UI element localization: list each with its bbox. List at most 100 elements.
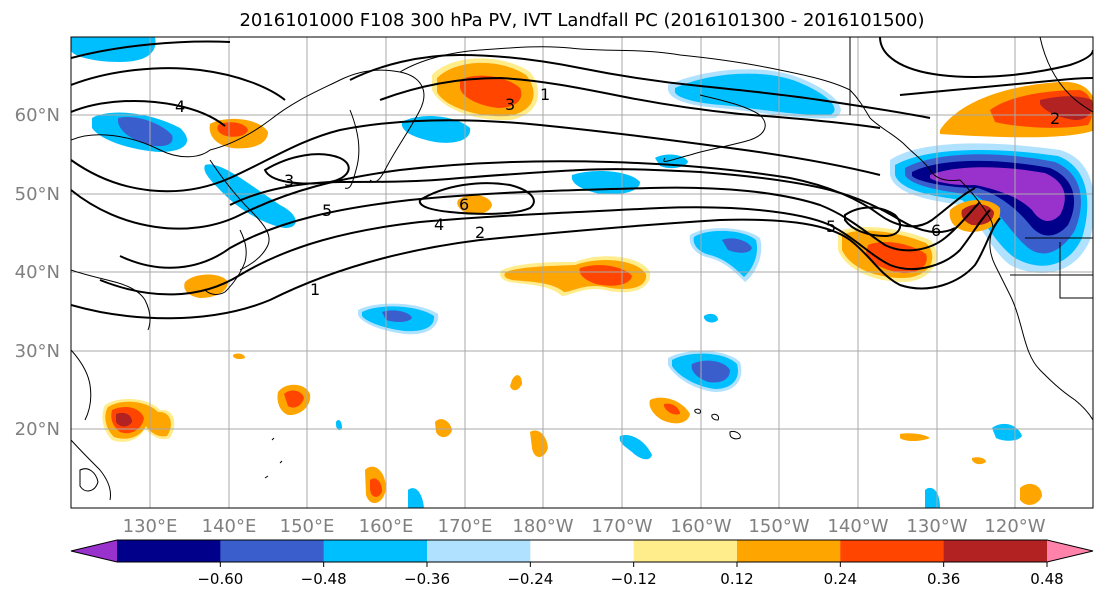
- pos-anomaly-130w-dark: [961, 204, 994, 226]
- colorbar-swatch: [323, 540, 428, 562]
- colorbar-segments: [70, 539, 1094, 563]
- pos-anomaly-175w-red: [579, 265, 632, 286]
- pv-contour-3: [119, 186, 981, 269]
- colorbar-tick-label: 0.12: [720, 570, 753, 588]
- colorbar: −0.60 −0.48 −0.36 −0.24 −0.12 0.12 0.24 0.36 0.4…: [70, 539, 1094, 588]
- coastlines: [71, 37, 1093, 501]
- contour-label: 1: [540, 85, 550, 104]
- lat-label: 40°N: [15, 262, 60, 283]
- colorbar-tick-label: −0.24: [507, 570, 553, 588]
- colorbar-outline: [70, 539, 1094, 563]
- map-frame: [70, 36, 1094, 509]
- colorbar-tick-label: −0.60: [197, 570, 243, 588]
- pos-anomaly-small6: [1020, 483, 1042, 505]
- neg-anomaly-160e-blue: [382, 310, 412, 323]
- pos-anomaly-small1: [435, 419, 452, 438]
- pv-contour-7: [349, 53, 931, 119]
- colorbar-swatch: [530, 540, 635, 562]
- neg-anomaly-small4: [408, 488, 424, 508]
- colorbar-swatch: [427, 540, 531, 562]
- colorbar-swatch: [220, 540, 325, 562]
- neg-anomaly-siberia-blue: [118, 116, 173, 147]
- contour-label: 2: [475, 223, 485, 242]
- lon-label: 140°W: [827, 516, 888, 537]
- pv-contour-11: [879, 37, 1093, 78]
- pv-contour-2: [99, 206, 991, 296]
- lat-label: 30°N: [15, 341, 60, 362]
- pv-contour-16: [844, 206, 902, 238]
- pos-anomaly-small8: [972, 457, 986, 465]
- lat-label: 60°N: [15, 105, 60, 126]
- contour-label: 6: [931, 221, 941, 240]
- colorbar-swatch: [737, 540, 841, 562]
- pv-contour-9: [418, 182, 535, 215]
- pv-contour-5: [71, 119, 881, 193]
- neg-anomaly-160w-blue: [722, 238, 752, 253]
- pv-contour-8: [379, 76, 881, 129]
- lon-label: 160°E: [359, 516, 414, 537]
- pv-contour-1: [71, 217, 1001, 320]
- lat-label: 50°N: [15, 184, 60, 205]
- pos-anomaly-philippine-dark: [116, 412, 132, 427]
- colorbar-swatch: [943, 540, 1048, 562]
- pv-contour-14: [71, 67, 286, 101]
- lon-label: 180°W: [512, 516, 573, 537]
- neg-anomaly-gulf-purple: [930, 167, 1065, 222]
- colorbar-swatch: [1047, 540, 1093, 562]
- neg-anomaly-kamchatka: [401, 116, 471, 143]
- contour-label: 4: [434, 215, 444, 234]
- pos-anomaly-165e: [457, 195, 492, 214]
- colorbar-tick-label: 0.48: [1030, 570, 1063, 588]
- pos-anomaly-small4: [510, 375, 522, 391]
- pos-anomaly-small9: [233, 353, 245, 360]
- map-title: 2016101000 F108 300 hPa PV, IVT Landfall…: [239, 10, 924, 31]
- pv-contour-10: [263, 153, 350, 185]
- contour-label: 5: [826, 217, 836, 236]
- contour-label: 4: [175, 97, 185, 116]
- colorbar-tick-label: 0.36: [927, 570, 960, 588]
- lon-label: 130°W: [906, 516, 967, 537]
- pos-anomaly-small7: [900, 433, 930, 441]
- lon-label: 170°E: [438, 516, 493, 537]
- pos-anomaly-canada-dark: [1040, 96, 1093, 120]
- lon-label: 150°E: [280, 516, 335, 537]
- lat-label: 20°N: [15, 419, 60, 440]
- colorbar-swatch: [117, 540, 221, 562]
- lon-label: 130°E: [123, 516, 178, 537]
- neg-anomaly-small5: [925, 487, 940, 508]
- lat-labels: 60°N 50°N 40°N 30°N 20°N: [15, 105, 60, 440]
- graticule: [71, 37, 1093, 508]
- pv-contours: [71, 37, 1093, 320]
- colorbar-tick-label: 0.24: [824, 570, 857, 588]
- pv-contour-15: [71, 40, 231, 59]
- contour-label: 3: [284, 171, 294, 190]
- colorbar-tick-label: −0.36: [404, 570, 450, 588]
- colorbar-swatch: [633, 540, 738, 562]
- map-area: 1 2 3 4 5 6 1 2 3 4 5 6: [71, 37, 1093, 508]
- contour-label: 2: [1050, 109, 1060, 128]
- pos-anomaly-small3-red: [664, 403, 680, 415]
- pos-anomaly-150e-red: [284, 390, 304, 408]
- contour-labels: 1 2 3 4 5 6 1 2 3 4 5 6: [175, 85, 1060, 299]
- colorbar-swatch: [840, 540, 945, 562]
- pos-anomaly-okhotsk-red: [460, 75, 522, 108]
- lon-label: 120°W: [984, 516, 1045, 537]
- pv-contour-13: [71, 99, 226, 127]
- lon-label: 170°W: [591, 516, 652, 537]
- pos-anomaly-small5-red: [370, 478, 382, 497]
- contour-label: 5: [322, 201, 332, 220]
- contour-label: 6: [459, 195, 469, 214]
- neg-anomaly-small6: [336, 420, 342, 431]
- neg-anomaly-small1: [704, 313, 718, 323]
- contour-label: 1: [310, 280, 320, 299]
- colorbar-swatch: [71, 540, 117, 562]
- pv-contour-12: [899, 77, 1093, 96]
- lon-label: 150°W: [748, 516, 809, 537]
- lon-label: 160°W: [670, 516, 731, 537]
- colorbar-tick-label: −0.12: [611, 570, 657, 588]
- contour-label: 3: [505, 95, 515, 114]
- neg-anomaly-alaska-cyan: [675, 73, 835, 116]
- lon-labels: 130°E 140°E 150°E 160°E 170°E 180°W 170°…: [123, 516, 1046, 537]
- neg-anomaly-small2: [619, 434, 652, 460]
